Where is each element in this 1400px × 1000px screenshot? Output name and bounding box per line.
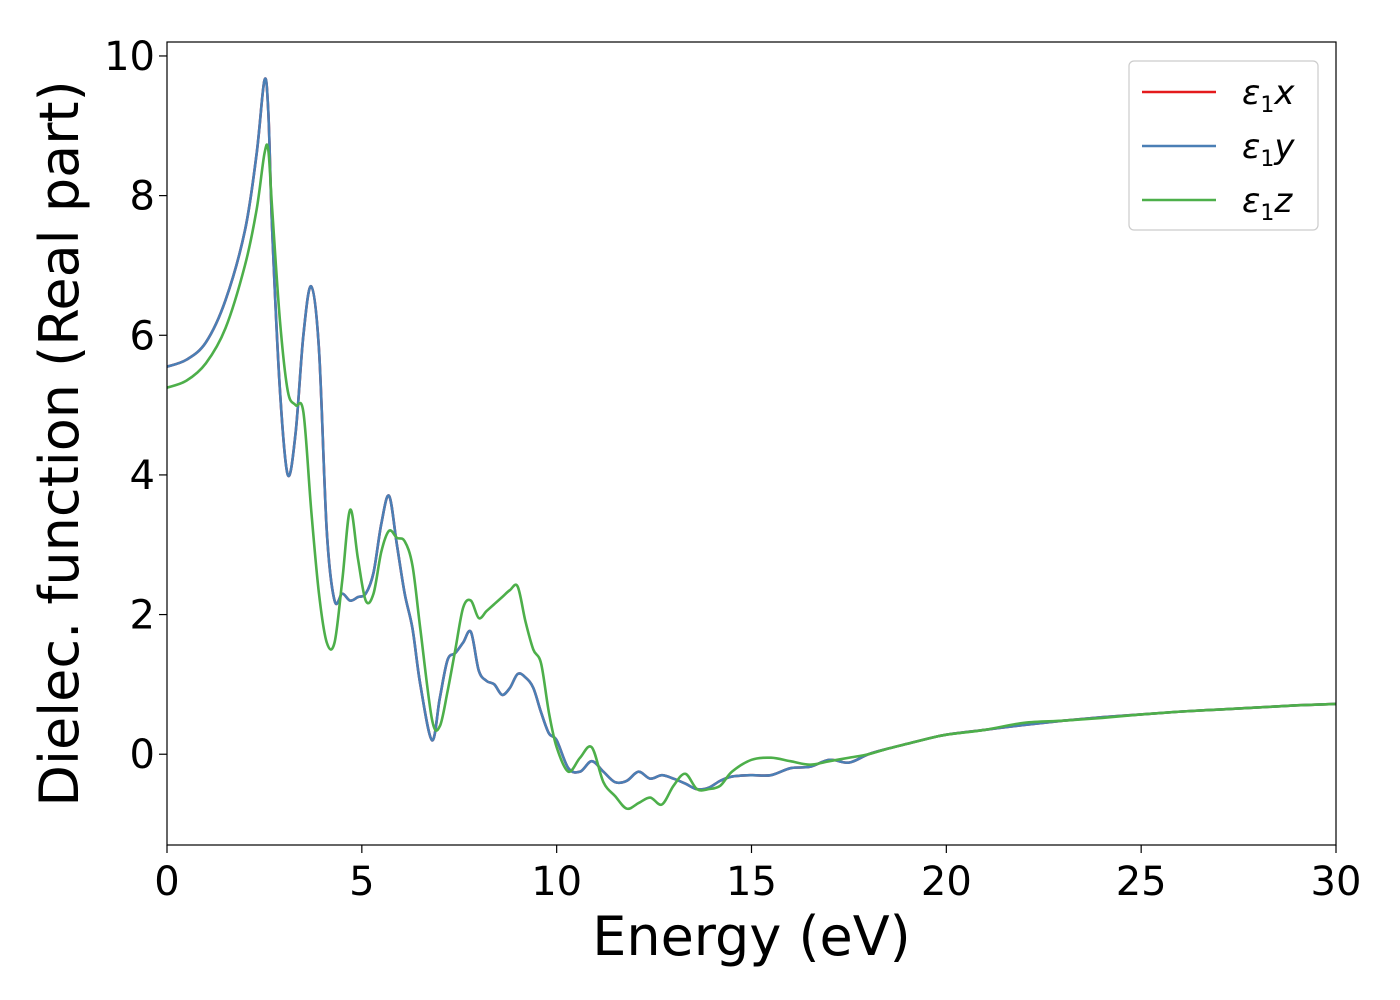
y-tick-label: 8 <box>130 174 155 220</box>
legend-box <box>1128 60 1319 231</box>
x-tick-label: 30 <box>1311 859 1362 905</box>
x-tick-label: 10 <box>531 859 582 905</box>
legend-label: ε1z <box>1242 181 1293 226</box>
x-tick-label: 20 <box>921 859 972 905</box>
y-tick-label: 6 <box>130 313 155 359</box>
y-tick-label: 4 <box>130 453 155 499</box>
legend-label: ε1x <box>1242 73 1295 118</box>
y-axis-label: Dielec. function (Real part) <box>28 80 91 806</box>
series-group <box>167 77 1336 811</box>
legend: ε1x ε1y ε1z <box>1128 60 1319 231</box>
x-tick-label: 0 <box>154 859 179 905</box>
legend-label: ε1y <box>1242 127 1295 172</box>
y-tick-label: 0 <box>130 732 155 778</box>
x-tick-label: 15 <box>726 859 777 905</box>
x-axis-ticks: 0 5 10 15 20 25 30 <box>154 845 1361 905</box>
x-tick-label: 5 <box>349 859 374 905</box>
y-tick-label: 10 <box>104 34 155 80</box>
y-axis-ticks: 0 2 4 6 8 10 <box>104 34 167 778</box>
x-axis-label: Energy (eV) <box>592 905 911 968</box>
series-line-z <box>167 143 1336 811</box>
x-tick-label: 25 <box>1116 859 1167 905</box>
y-tick-label: 2 <box>130 593 155 639</box>
